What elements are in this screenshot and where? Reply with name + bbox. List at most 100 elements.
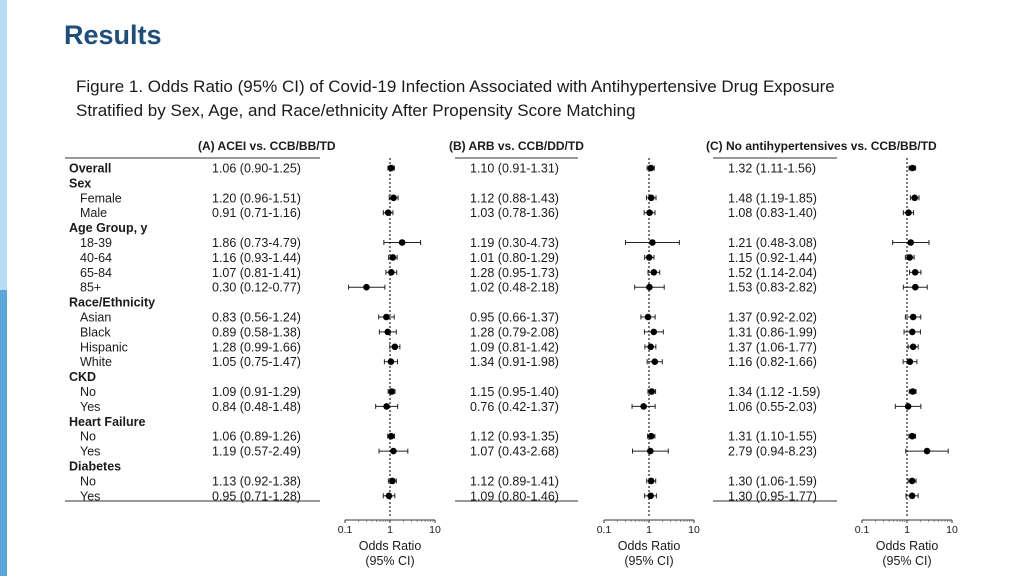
x-axis-title: (95% CI): [365, 554, 414, 568]
point-estimate: [911, 194, 918, 202]
estimate-text: 1.13 (0.92-1.38): [212, 474, 301, 488]
estimate-text: 1.02 (0.48-2.18): [470, 281, 559, 295]
slide-title: Results: [64, 20, 162, 50]
point-estimate: [387, 358, 395, 366]
point-estimate: [909, 388, 917, 395]
estimate-text: 1.07 (0.43-2.68): [470, 445, 559, 459]
point-estimate: [644, 313, 652, 321]
row-label: Asian: [80, 311, 111, 325]
estimate-text: 1.06 (0.90-1.25): [212, 162, 301, 176]
estimate-text: 1.07 (0.81-1.41): [212, 266, 301, 280]
estimate-text: 1.28 (0.95-1.73): [470, 266, 559, 280]
point-estimate: [905, 209, 912, 216]
row-label: Female: [80, 191, 122, 205]
row-label: Heart Failure: [69, 415, 145, 429]
estimate-text: 1.12 (0.93-1.35): [470, 430, 559, 444]
x-tick-label: 10: [429, 524, 441, 536]
point-estimate: [398, 239, 406, 246]
estimate-text: 1.31 (0.86-1.99): [728, 325, 817, 339]
estimate-text: 1.30 (0.95-1.77): [728, 489, 817, 503]
point-estimate: [909, 164, 916, 172]
estimate-text: 1.05 (0.75-1.47): [212, 355, 301, 369]
row-label: No: [80, 385, 96, 399]
panel-title: (B) ARB vs. CCB/DD/TD: [449, 139, 584, 153]
row-label: Sex: [69, 176, 91, 190]
point-estimate: [650, 269, 658, 276]
estimate-text: 1.30 (1.06-1.59): [728, 474, 817, 488]
point-estimate: [647, 447, 654, 455]
point-estimate: [647, 164, 655, 172]
point-estimate: [908, 328, 916, 336]
estimate-text: 1.31 (1.10-1.55): [728, 430, 817, 444]
estimate-text: 1.10 (0.91-1.31): [470, 162, 559, 176]
point-estimate: [646, 209, 653, 216]
point-estimate: [391, 343, 399, 351]
panel-title: (A) ACEI vs. CCB/BB/TD: [198, 139, 336, 153]
accent-bar: [0, 0, 7, 576]
estimate-text: 0.89 (0.58-1.38): [212, 325, 301, 339]
estimate-text: 1.09 (0.91-1.29): [212, 385, 301, 399]
x-axis-title: (95% CI): [624, 554, 673, 568]
estimate-text: 1.52 (1.14-2.04): [728, 266, 817, 280]
point-estimate: [387, 164, 395, 172]
estimate-text: 1.06 (0.55-2.03): [728, 400, 817, 414]
estimate-text: 1.01 (0.80-1.29): [470, 251, 559, 265]
estimate-text: 1.28 (0.99-1.66): [212, 340, 301, 354]
row-label: Yes: [80, 400, 100, 414]
estimate-text: 1.12 (0.89-1.41): [470, 474, 559, 488]
x-axis-title: Odds Ratio: [876, 539, 939, 553]
estimate-text: 0.83 (0.56-1.24): [212, 311, 301, 325]
point-estimate: [388, 388, 395, 395]
estimate-text: 1.37 (0.92-2.02): [728, 311, 817, 325]
row-label: Yes: [80, 489, 100, 503]
x-axis-title: Odds Ratio: [359, 539, 422, 553]
estimate-text: 1.06 (0.89-1.26): [212, 430, 301, 444]
point-estimate: [385, 492, 393, 500]
row-label: Overall: [69, 162, 111, 176]
point-estimate: [911, 269, 919, 276]
point-estimate: [650, 328, 658, 336]
point-estimate: [906, 358, 914, 366]
point-estimate: [390, 194, 397, 202]
estimate-text: 1.15 (0.92-1.44): [728, 251, 817, 265]
caption-line-1: Figure 1. Odds Ratio (95% CI) of Covid-1…: [76, 77, 835, 96]
point-estimate: [647, 477, 655, 485]
row-label: 40-64: [80, 251, 112, 265]
x-tick-label: 0.1: [597, 524, 612, 536]
x-tick-label: 1: [646, 524, 652, 536]
row-label: Hispanic: [80, 340, 128, 354]
point-estimate: [363, 283, 370, 291]
estimate-text: 1.34 (0.91-1.98): [470, 355, 559, 369]
estimate-text: 1.16 (0.82-1.66): [728, 355, 817, 369]
row-label: No: [80, 430, 96, 444]
point-estimate: [646, 283, 653, 291]
row-label: Male: [80, 206, 107, 220]
point-estimate: [651, 358, 659, 366]
estimate-text: 0.95 (0.71-1.28): [212, 489, 301, 503]
estimate-text: 1.28 (0.79-2.08): [470, 325, 559, 339]
point-estimate: [388, 269, 395, 276]
point-estimate: [912, 283, 919, 291]
accent-bar-light: [0, 0, 7, 290]
row-label: 85+: [80, 281, 101, 295]
estimate-text: 1.08 (0.83-1.40): [728, 206, 817, 220]
point-estimate: [648, 388, 656, 395]
estimate-text: 0.76 (0.42-1.37): [470, 400, 559, 414]
estimate-text: 1.32 (1.11-1.56): [728, 162, 816, 176]
point-estimate: [908, 492, 916, 500]
estimate-text: 0.30 (0.12-0.77): [212, 281, 301, 295]
estimate-text: 1.37 (1.06-1.77): [728, 340, 817, 354]
x-tick-label: 1: [904, 524, 910, 536]
estimate-text: 1.12 (0.88-1.43): [470, 191, 559, 205]
point-estimate: [383, 403, 390, 410]
row-label: 18-39: [80, 236, 112, 250]
point-estimate: [647, 432, 655, 440]
estimate-text: 1.21 (0.48-3.08): [728, 236, 817, 250]
estimate-text: 2.79 (0.94-8.23): [728, 445, 817, 459]
estimate-text: 1.19 (0.57-2.49): [212, 445, 301, 459]
estimate-text: 1.86 (0.73-4.79): [212, 236, 301, 250]
panel-title: (C) No antihypertensives vs. CCB/BB/TD: [706, 139, 937, 153]
point-estimate: [383, 313, 390, 321]
point-estimate: [904, 403, 912, 410]
